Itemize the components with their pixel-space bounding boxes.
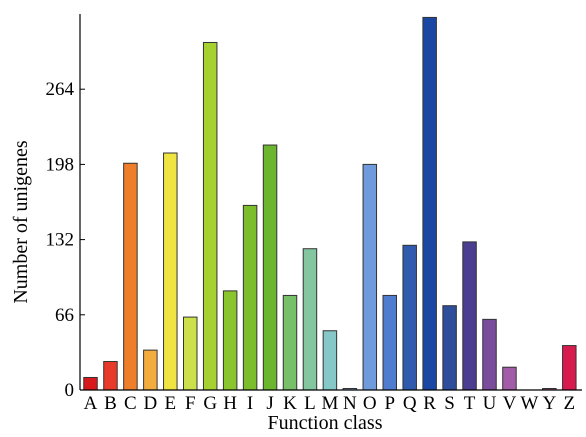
x-tick-label-g: G (203, 393, 217, 414)
bar-i (242, 204, 258, 391)
bar-c (123, 162, 138, 391)
x-axis-title: Function class (268, 412, 383, 432)
y-tick-label: 264 (46, 79, 75, 100)
bar-p (382, 294, 397, 391)
y-tick-label: 198 (46, 154, 75, 175)
x-tick-label-q: Q (403, 393, 417, 414)
x-tick-label-k: K (283, 393, 297, 414)
x-tick-label-s: S (444, 393, 455, 414)
bar-g (202, 41, 218, 391)
x-tick-label-j: J (266, 393, 273, 414)
bar-h (222, 290, 238, 391)
bar-u (482, 318, 497, 391)
bar-d (143, 349, 158, 391)
x-tick-label-p: P (384, 393, 395, 414)
bar-f (183, 316, 198, 391)
x-tick-label-n: N (343, 393, 357, 414)
y-ticks: 0 66 132 198 264 (46, 79, 85, 401)
bar-q (402, 244, 417, 391)
x-tick-label-a: A (84, 393, 98, 414)
bar-m (322, 330, 338, 391)
x-tick-label-b: B (104, 393, 117, 414)
x-tick-label-y: Y (542, 393, 556, 414)
x-tick-label-c: C (124, 393, 137, 414)
x-tick-label-m: M (321, 393, 338, 414)
x-tick-label-t: T (464, 393, 476, 414)
x-tick-label-w: W (520, 393, 538, 414)
x-tick-label-h: H (223, 393, 237, 414)
y-tick-label: 132 (46, 230, 75, 251)
bar-o (362, 163, 378, 391)
y-tick-label: 66 (55, 305, 74, 326)
bar-s (442, 305, 457, 391)
bar-z (562, 345, 577, 391)
x-tick-label-l: L (304, 393, 316, 414)
x-tick-label-e: E (164, 393, 176, 414)
x-tick-label-f: F (185, 393, 196, 414)
bar-r (422, 16, 437, 391)
bar-v (502, 366, 517, 391)
bar-j (262, 144, 278, 391)
x-tick-label-r: R (423, 393, 436, 414)
x-tick-label-z: Z (563, 393, 575, 414)
y-axis-title: Number of unigenes (10, 140, 32, 304)
bar-a (83, 376, 98, 391)
bar-k (282, 294, 298, 391)
bars-layer (83, 16, 577, 391)
axes-layer (79, 14, 582, 391)
x-tick-label-o: O (363, 393, 377, 414)
x-tick-label-d: D (143, 393, 157, 414)
y-tick-label: 0 (65, 380, 75, 401)
x-tick-label-u: U (483, 393, 497, 414)
bar-t (462, 241, 477, 391)
x-tick-label-i: I (247, 393, 253, 414)
bar-l (302, 248, 318, 391)
bar-e (163, 152, 178, 391)
bar-b (103, 361, 118, 391)
x-tick-label-v: V (503, 393, 517, 414)
